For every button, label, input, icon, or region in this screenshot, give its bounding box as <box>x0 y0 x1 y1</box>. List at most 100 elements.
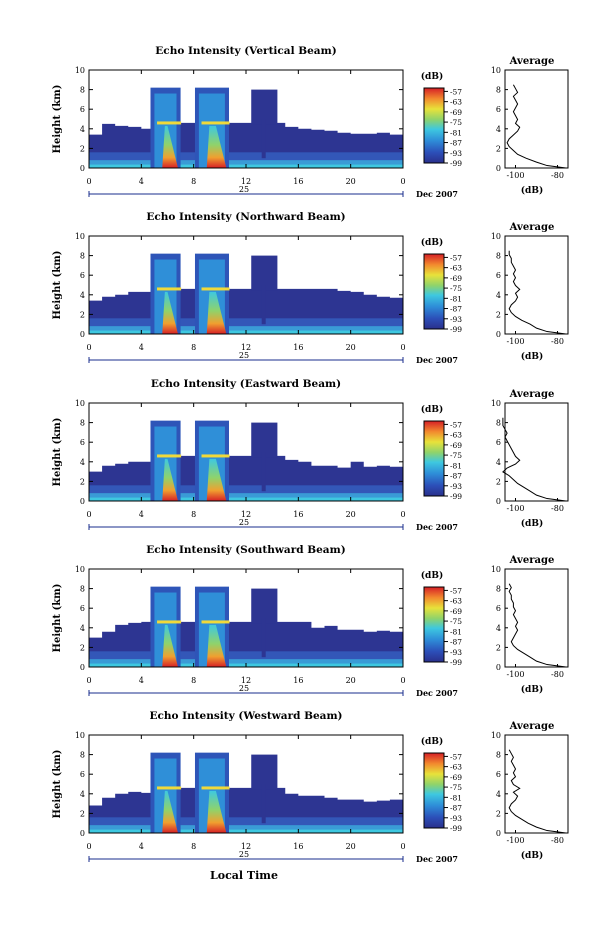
y-tick-label: 2 <box>80 144 85 153</box>
x-tick-label: 16 <box>293 676 303 685</box>
profile-y-tick-label: 10 <box>491 66 501 75</box>
panel-title: Echo Intensity (Southward Beam) <box>146 544 345 556</box>
profile-y-tick-label: 8 <box>496 419 501 428</box>
colorbar <box>423 253 445 330</box>
y-tick-label: 2 <box>80 809 85 818</box>
profile-title: Average <box>509 389 555 400</box>
x-tick-label: 16 <box>293 343 303 352</box>
colorbar-tick-label: -75 <box>450 118 462 127</box>
y-tick-label: 6 <box>80 271 85 280</box>
colorbar-tick-label: -81 <box>450 793 462 802</box>
profile-frame <box>504 402 569 502</box>
colorbar-tick-label: -63 <box>450 763 462 772</box>
profile-y-tick-label: 0 <box>496 330 501 339</box>
colorbar-tick-label: -81 <box>450 294 462 303</box>
month-label: Dec 2007 <box>416 189 458 199</box>
profile-frame <box>504 235 569 335</box>
profile-x-tick-label: -100 <box>507 337 525 346</box>
y-tick-label: 8 <box>80 252 85 261</box>
profile-y-tick-label: 10 <box>491 731 501 740</box>
y-tick-label: 6 <box>80 604 85 613</box>
profile-y-tick-label: 0 <box>496 164 501 173</box>
profile-line <box>508 583 566 668</box>
heatmap-area <box>89 586 403 667</box>
colorbar-unit: (dB) <box>421 71 443 82</box>
x-tick-label: 12 <box>241 842 251 851</box>
y-tick-label: 0 <box>80 497 85 506</box>
profile-x-label: (dB) <box>521 518 543 529</box>
y-tick-label: 10 <box>75 232 85 241</box>
month-label: Dec 2007 <box>416 688 458 698</box>
profile-x-tick-label: -80 <box>551 337 564 346</box>
y-tick-label: 6 <box>80 770 85 779</box>
colorbar-unit: (dB) <box>421 736 443 747</box>
x-tick-label: 4 <box>139 177 144 186</box>
x-tick-label: 0 <box>400 842 405 851</box>
panel-northward: Echo Intensity (Northward Beam) 0 2 4 6 8 10 0 4… <box>52 211 569 365</box>
colorbar-tick-label: -81 <box>450 627 462 636</box>
colorbar-tick-label: -93 <box>450 648 462 657</box>
rain-core <box>162 125 178 168</box>
panel-westward: Echo Intensity (Westward Beam) 0 2 4 6 8 10 0 4 8… <box>52 710 569 864</box>
x-tick-label: 0 <box>400 343 405 352</box>
colorbar-unit: (dB) <box>421 570 443 581</box>
y-tick-label: 0 <box>80 164 85 173</box>
x-tick-label: 8 <box>191 842 196 851</box>
cloud-column <box>261 119 266 159</box>
colorbar-tick-label: -87 <box>450 472 462 481</box>
rain-core <box>162 458 178 501</box>
cloud-column <box>261 285 266 325</box>
profile-title: Average <box>509 56 555 67</box>
x-tick-label: 12 <box>241 676 251 685</box>
profile-y-tick-label: 8 <box>496 86 501 95</box>
profile-y-tick-label: 2 <box>496 809 501 818</box>
y-tick-label: 0 <box>80 829 85 838</box>
colorbar-tick-label: -87 <box>450 139 462 148</box>
profile-y-tick-label: 8 <box>496 751 501 760</box>
profile-line <box>508 749 566 834</box>
profile-y-tick-label: 4 <box>496 458 501 467</box>
date-label: 25 <box>239 351 249 360</box>
month-label: Dec 2007 <box>416 355 458 365</box>
x-tick-label: 20 <box>346 510 356 519</box>
y-tick-label: 2 <box>80 643 85 652</box>
heatmap-area <box>89 420 403 501</box>
x-tick-label: 4 <box>139 676 144 685</box>
colorbar <box>423 87 445 164</box>
x-tick-label: 16 <box>293 842 303 851</box>
colorbar-tick-label: -99 <box>450 492 462 501</box>
colorbar-tick-label: -75 <box>450 284 462 293</box>
melting-layer <box>201 786 230 790</box>
rain-core <box>206 125 227 168</box>
cloud-column <box>261 784 266 824</box>
profile-y-tick-label: 6 <box>496 271 501 280</box>
profile-y-tick-label: 2 <box>496 643 501 652</box>
x-tick-label: 4 <box>139 343 144 352</box>
profile-y-tick-label: 2 <box>496 477 501 486</box>
rain-core <box>162 624 178 667</box>
profile-y-tick-label: 8 <box>496 585 501 594</box>
profile-y-tick-label: 4 <box>496 125 501 134</box>
melting-layer <box>157 620 182 624</box>
profile-frame <box>504 734 569 834</box>
heatmap-area <box>89 87 403 168</box>
melting-layer <box>157 786 182 790</box>
colorbar <box>423 752 445 829</box>
profile-x-tick-label: -80 <box>551 836 564 845</box>
colorbar-tick-label: -75 <box>450 451 462 460</box>
profile-x-label: (dB) <box>521 850 543 861</box>
profile-line <box>508 250 566 335</box>
x-tick-label: 0 <box>86 842 91 851</box>
panel-title: Echo Intensity (Northward Beam) <box>146 211 345 223</box>
melting-layer <box>157 287 182 291</box>
profile-y-tick-label: 0 <box>496 663 501 672</box>
y-tick-label: 10 <box>75 399 85 408</box>
profile-x-label: (dB) <box>521 185 543 196</box>
profile-y-tick-label: 10 <box>491 232 501 241</box>
colorbar-tick-label: -99 <box>450 658 462 667</box>
x-tick-label: 20 <box>346 842 356 851</box>
colorbar <box>423 420 445 497</box>
x-tick-label: 0 <box>400 177 405 186</box>
colorbar-tick-label: -63 <box>450 431 462 440</box>
profile-x-tick-label: -100 <box>507 670 525 679</box>
